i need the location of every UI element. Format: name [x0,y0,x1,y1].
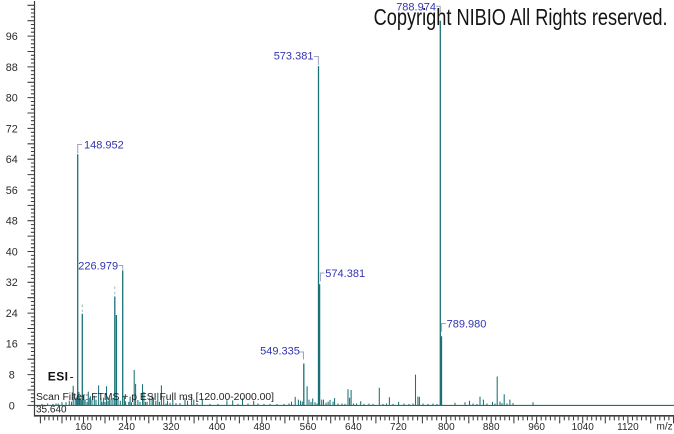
svg-text:960: 960 [528,422,545,433]
svg-text:72: 72 [6,123,18,135]
svg-text:720: 720 [390,422,407,433]
svg-text:32: 32 [6,277,18,289]
svg-text:Scan Filter: FTMS + p ESI Full: Scan Filter: FTMS + p ESI Full ms [120.0… [36,392,274,403]
svg-text:64: 64 [6,154,18,166]
svg-text:480: 480 [254,422,271,433]
svg-text:573.381: 573.381 [274,51,314,63]
svg-text:8: 8 [9,370,15,382]
svg-text:148.952: 148.952 [84,140,124,152]
svg-text:40: 40 [6,246,18,258]
svg-text:35.640: 35.640 [36,404,67,415]
svg-text:ESI: ESI [48,370,69,384]
svg-text:1120: 1120 [617,422,639,433]
svg-text:1040: 1040 [572,422,595,433]
svg-text:549.335: 549.335 [260,345,300,357]
svg-text:-: - [70,369,74,383]
svg-text:88: 88 [6,62,18,74]
svg-text:574.381: 574.381 [325,268,365,280]
svg-text:320: 320 [163,422,180,433]
svg-text:56: 56 [6,185,18,197]
svg-text:Copyright NIBIO All Rights res: Copyright NIBIO All Rights reserved. [374,4,668,30]
svg-text:240: 240 [118,422,135,433]
svg-text:96: 96 [6,31,18,43]
svg-text:16: 16 [6,339,18,351]
svg-text:160: 160 [75,422,92,433]
svg-text:560: 560 [300,422,317,433]
svg-text:24: 24 [6,308,18,320]
svg-text:m/z: m/z [657,422,673,433]
svg-text:788.974: 788.974 [396,1,436,13]
svg-text:48: 48 [6,216,18,228]
svg-text:640: 640 [345,422,362,433]
svg-text:800: 800 [438,422,455,433]
svg-text:880: 880 [483,422,500,433]
svg-text:400: 400 [209,422,226,433]
svg-text:0: 0 [9,400,15,412]
svg-text:80: 80 [6,93,18,105]
svg-text:789.980: 789.980 [447,319,487,331]
svg-text:226.979: 226.979 [78,261,118,273]
